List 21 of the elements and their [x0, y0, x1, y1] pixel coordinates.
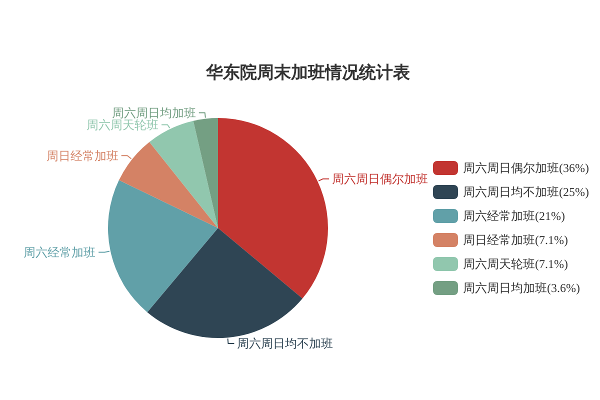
data-label: (3.6%): [547, 281, 580, 296]
legend-label: 周六周日均加班: [463, 281, 547, 296]
pie-slice: [218, 118, 328, 298]
slice-label: 周六周日均不加班: [237, 336, 334, 351]
slice-label: 周六周天轮班: [86, 118, 159, 132]
slice-label: 周六周日偶尔加班: [332, 172, 428, 186]
slice-label: 周六周日均加班: [112, 106, 196, 120]
pie-slice: [118, 142, 218, 228]
legend-label: 周六周天轮班: [463, 257, 535, 272]
chart-title: 华东院周末加班情况统计表: [205, 63, 411, 83]
data-label: (21%): [535, 209, 565, 224]
data-label: (36%): [559, 161, 589, 176]
slice-label: 周六经常加班: [24, 245, 96, 260]
data-label: (7.1%): [535, 233, 568, 248]
slice-label: 周日经常加班: [46, 148, 118, 163]
data-label: (7.1%): [535, 257, 568, 272]
data-label: (25%): [559, 185, 589, 200]
legend-label: 周日经常加班: [463, 233, 535, 248]
legend-label: 周六周日偶尔加班: [463, 161, 559, 176]
legend-label: 周六周日均不加班: [463, 185, 559, 200]
legend-label: 周六经常加班: [463, 209, 535, 224]
